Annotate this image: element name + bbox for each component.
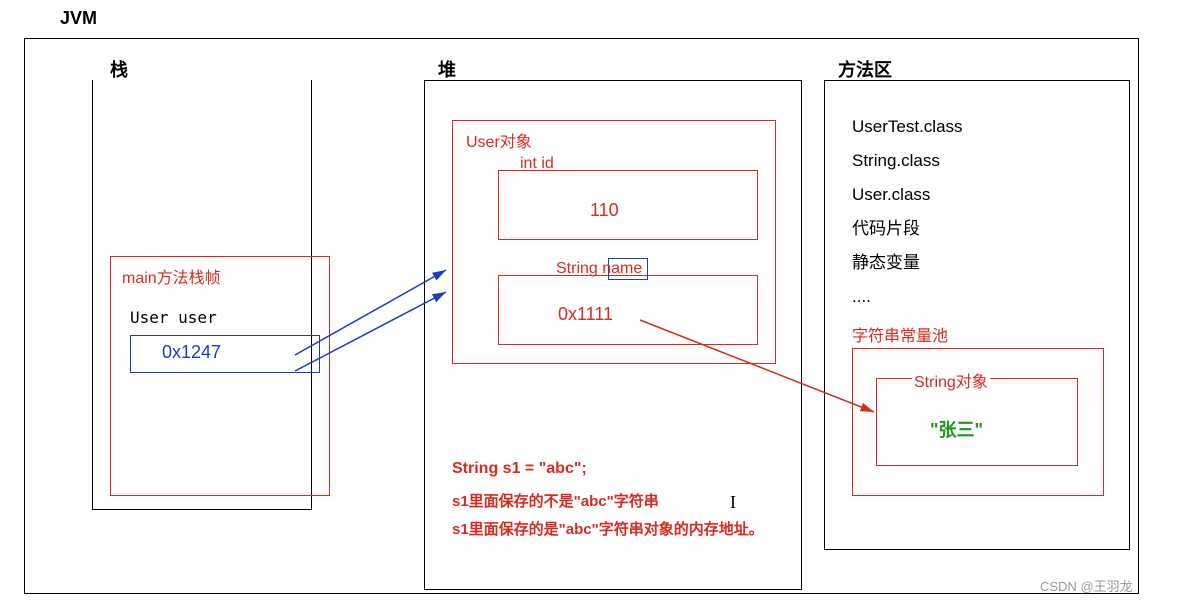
method-area-item: 静态变量 bbox=[852, 246, 963, 280]
string-name-field-box bbox=[498, 275, 758, 345]
int-id-field-box bbox=[498, 170, 758, 240]
string-pool-label: 字符串常量池 bbox=[852, 322, 948, 346]
stack-label: 栈 bbox=[110, 56, 128, 82]
user-object-label: User对象 bbox=[466, 128, 532, 152]
string-object-label: String对象 bbox=[912, 368, 990, 392]
int-id-value: 110 bbox=[590, 200, 619, 221]
note-line-3: s1里面保存的是"abc"字符串对象的内存地址。 bbox=[452, 518, 764, 539]
text-cursor-icon: I bbox=[730, 492, 736, 513]
main-stack-frame bbox=[110, 256, 330, 496]
heap-label: 堆 bbox=[438, 56, 456, 82]
method-area-item: UserTest.class bbox=[852, 110, 963, 144]
watermark-text: CSDN @王羽龙 bbox=[1040, 576, 1133, 595]
string-name-label: String name bbox=[556, 260, 642, 278]
user-var-label: User user bbox=[130, 308, 217, 327]
note-line-2: s1里面保存的不是"abc"字符串 bbox=[452, 490, 659, 511]
method-area-items: UserTest.classString.classUser.class代码片段… bbox=[852, 110, 963, 314]
jvm-title: JVM bbox=[60, 8, 97, 29]
user-address-box bbox=[130, 335, 320, 373]
method-area-label: 方法区 bbox=[838, 56, 892, 82]
diagram-canvas: JVM 栈 main方法栈帧 User user 0x1247 堆 User对象… bbox=[0, 0, 1184, 600]
note-line-1: String s1 = "abc"; bbox=[452, 460, 587, 478]
method-area-item: 代码片段 bbox=[852, 212, 963, 246]
method-area-item: .... bbox=[852, 280, 963, 314]
user-address-text: 0x1247 bbox=[162, 342, 221, 363]
main-frame-label: main方法栈帧 bbox=[122, 264, 221, 288]
int-id-label: int id bbox=[520, 155, 554, 173]
method-area-item: User.class bbox=[852, 178, 963, 212]
method-area-item: String.class bbox=[852, 144, 963, 178]
string-object-value: "张三" bbox=[930, 416, 983, 442]
string-name-value: 0x1111 bbox=[558, 304, 613, 325]
